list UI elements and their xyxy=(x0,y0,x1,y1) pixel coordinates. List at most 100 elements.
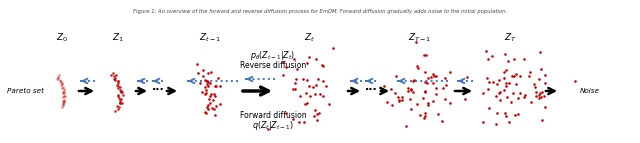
Point xyxy=(214,85,225,88)
Point xyxy=(519,96,529,98)
Point xyxy=(533,94,543,97)
Point xyxy=(531,90,541,93)
Point xyxy=(321,85,331,87)
Point xyxy=(115,86,125,88)
Point xyxy=(204,95,214,98)
Text: $Z_T$: $Z_T$ xyxy=(504,32,516,44)
Point xyxy=(112,105,122,108)
Point xyxy=(55,79,65,81)
Point xyxy=(114,106,124,108)
Point xyxy=(58,91,68,93)
Point xyxy=(56,82,67,85)
Point xyxy=(58,86,68,88)
Point xyxy=(289,57,299,60)
Point xyxy=(200,112,211,114)
Point xyxy=(291,78,301,80)
Point xyxy=(108,72,118,74)
Point xyxy=(318,80,328,82)
Point xyxy=(109,77,120,79)
Point xyxy=(278,61,288,63)
Point xyxy=(540,82,550,85)
Point xyxy=(310,84,321,87)
Point xyxy=(500,85,511,88)
Point xyxy=(328,46,338,49)
Point xyxy=(117,91,127,94)
Point xyxy=(531,94,541,97)
Point xyxy=(428,82,438,84)
Point xyxy=(113,82,124,84)
Point xyxy=(116,90,126,93)
Point xyxy=(415,114,425,116)
Point xyxy=(215,103,225,105)
Point xyxy=(436,120,447,122)
Text: $Z_0$: $Z_0$ xyxy=(56,32,68,44)
Point xyxy=(205,102,216,104)
Point xyxy=(506,101,516,103)
Point xyxy=(492,82,502,85)
Point xyxy=(57,83,67,86)
Point xyxy=(494,79,504,81)
Point xyxy=(112,84,122,86)
Point xyxy=(501,82,511,84)
Point xyxy=(481,50,492,52)
Point xyxy=(513,113,523,116)
Point xyxy=(508,92,518,94)
Point xyxy=(420,115,431,117)
Point xyxy=(110,79,120,81)
Point xyxy=(294,121,305,123)
Point xyxy=(58,103,68,105)
Point xyxy=(197,90,207,93)
Point xyxy=(501,96,511,98)
Point xyxy=(209,107,219,110)
Text: Noise: Noise xyxy=(580,88,600,94)
Point xyxy=(58,88,68,91)
Point xyxy=(515,75,525,77)
Text: Pareto set: Pareto set xyxy=(7,88,44,94)
Point xyxy=(492,112,502,114)
Point xyxy=(116,91,126,93)
Point xyxy=(106,74,116,77)
Point xyxy=(503,60,513,62)
Point xyxy=(433,112,444,115)
Point xyxy=(411,41,421,43)
Point xyxy=(536,67,547,70)
Point xyxy=(192,63,202,65)
Point xyxy=(536,119,547,121)
Point xyxy=(495,91,505,93)
Point xyxy=(423,102,433,105)
Point xyxy=(113,108,123,110)
Text: $p_\theta(Z_{t-1}|Z_t)$: $p_\theta(Z_{t-1}|Z_t)$ xyxy=(250,49,296,62)
Point xyxy=(201,92,211,95)
Point xyxy=(511,82,521,85)
Point xyxy=(314,112,324,114)
Point xyxy=(423,77,433,80)
Point xyxy=(109,78,120,80)
Point xyxy=(390,92,400,94)
Point xyxy=(531,86,541,89)
Point xyxy=(56,84,67,86)
Point xyxy=(115,99,125,101)
Point xyxy=(519,58,529,60)
Point xyxy=(478,121,488,123)
Point xyxy=(60,95,70,97)
Point xyxy=(111,74,121,77)
Point xyxy=(406,108,416,111)
Point xyxy=(441,84,451,86)
Text: $Z_t$: $Z_t$ xyxy=(305,32,316,44)
Point xyxy=(509,58,519,60)
Point xyxy=(310,109,320,111)
Point xyxy=(524,75,534,78)
Point xyxy=(540,74,550,76)
Point xyxy=(397,99,407,101)
Point xyxy=(488,81,499,83)
Point xyxy=(403,90,413,92)
Point xyxy=(426,76,436,78)
Point xyxy=(113,85,123,87)
Point xyxy=(440,98,450,100)
Point xyxy=(58,96,68,99)
Point xyxy=(211,104,221,107)
Point xyxy=(211,95,221,97)
Point xyxy=(193,72,203,74)
Point xyxy=(204,98,214,100)
Point xyxy=(202,104,212,106)
